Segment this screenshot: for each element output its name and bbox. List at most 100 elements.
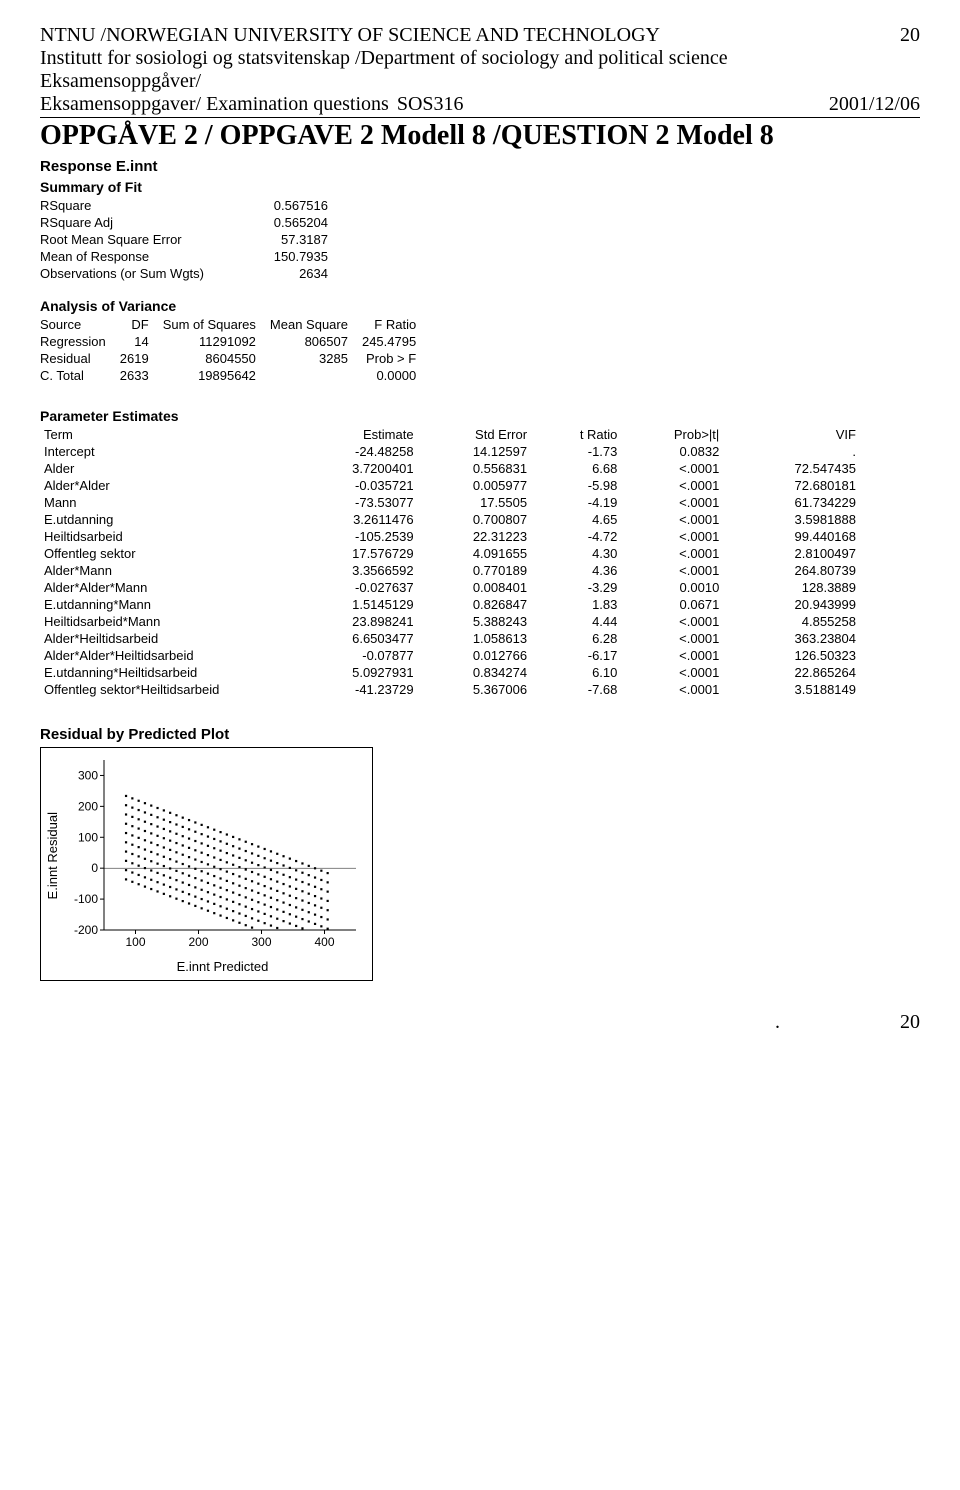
table-row: Offentleg sektor*Heiltidsarbeid-41.23729… (40, 681, 860, 698)
cell: <.0001 (621, 562, 723, 579)
summary-value: 0.567516 (258, 197, 336, 214)
cell: 0.008401 (418, 579, 532, 596)
table-row: Observations (or Sum Wgts)2634 (40, 265, 336, 282)
cell: 72.680181 (723, 477, 860, 494)
cell: 2633 (120, 367, 163, 384)
cell: 1.5145129 (304, 596, 418, 613)
cell: 5.388243 (418, 613, 532, 630)
header-course-code: SOS316 (389, 93, 829, 116)
cell: 2619 (120, 350, 163, 367)
cell: 126.50323 (723, 647, 860, 664)
params-heading: Parameter Estimates (40, 408, 920, 424)
table-row: Intercept-24.4825814.12597-1.730.0832. (40, 443, 860, 460)
summary-label: Root Mean Square Error (40, 231, 258, 248)
cell: 0.0000 (362, 367, 430, 384)
anova-heading: Analysis of Variance (40, 298, 920, 314)
ytick-label: 300 (78, 768, 98, 782)
table-row: Alder*Alder*Mann-0.0276370.008401-3.290.… (40, 579, 860, 596)
cell: Offentleg sektor (40, 545, 304, 562)
cell: Heiltidsarbeid*Mann (40, 613, 304, 630)
cell: 1.058613 (418, 630, 532, 647)
header-date: 2001/12/06 (829, 93, 920, 116)
cell: 72.547435 (723, 460, 860, 477)
cell: -5.98 (531, 477, 621, 494)
cell: -4.19 (531, 494, 621, 511)
table-row: Alder*Alder*Heiltidsarbeid-0.078770.0127… (40, 647, 860, 664)
cell: 0.0010 (621, 579, 723, 596)
cell: 0.826847 (418, 596, 532, 613)
cell: 4.30 (531, 545, 621, 562)
cell: Prob > F (362, 350, 430, 367)
cell: 0.700807 (418, 511, 532, 528)
xtick-label: 200 (188, 935, 208, 949)
cell: Mann (40, 494, 304, 511)
anova-table: SourceDFSum of SquaresMean SquareF Ratio… (40, 316, 430, 384)
cell: <.0001 (621, 613, 723, 630)
column-header: VIF (723, 426, 860, 443)
cell: 14.12597 (418, 443, 532, 460)
cell: 17.5505 (418, 494, 532, 511)
column-header: Sum of Squares (163, 316, 270, 333)
plot-frame: E.innt Residual -200-1000100200300100200… (40, 747, 373, 981)
cell: Alder*Alder*Heiltidsarbeid (40, 647, 304, 664)
summary-label: RSquare Adj (40, 214, 258, 231)
xtick-label: 300 (251, 935, 271, 949)
table-row: E.utdanning*Heiltidsarbeid5.09279310.834… (40, 664, 860, 681)
cell: 20.943999 (723, 596, 860, 613)
ytick-label: 200 (78, 799, 98, 813)
column-header: F Ratio (362, 316, 430, 333)
cell: 22.865264 (723, 664, 860, 681)
cell: 0.012766 (418, 647, 532, 664)
cell: 363.23804 (723, 630, 860, 647)
table-row: Offentleg sektor17.5767294.0916554.30<.0… (40, 545, 860, 562)
table-row: Mean of Response150.7935 (40, 248, 336, 265)
plot-xlabel: E.innt Predicted (83, 959, 362, 974)
cell: -0.07877 (304, 647, 418, 664)
cell: <.0001 (621, 477, 723, 494)
table-row: Heiltidsarbeid-105.253922.31223-4.72<.00… (40, 528, 860, 545)
table-row: Mann-73.5307717.5505-4.19<.000161.734229 (40, 494, 860, 511)
cell: 5.367006 (418, 681, 532, 698)
cell: Offentleg sektor*Heiltidsarbeid (40, 681, 304, 698)
cell: -7.68 (531, 681, 621, 698)
summary-table: RSquare0.567516RSquare Adj0.565204Root M… (40, 197, 336, 282)
table-row: RSquare Adj0.565204 (40, 214, 336, 231)
cell: 3.3566592 (304, 562, 418, 579)
cell: 19895642 (163, 367, 270, 384)
cell: 4.091655 (418, 545, 532, 562)
cell: 4.36 (531, 562, 621, 579)
table-row: Residual261986045503285Prob > F (40, 350, 430, 367)
cell: 264.80739 (723, 562, 860, 579)
cell: 0.556831 (418, 460, 532, 477)
cell: Alder (40, 460, 304, 477)
cell: 8604550 (163, 350, 270, 367)
cell: <.0001 (621, 681, 723, 698)
cell: C. Total (40, 367, 120, 384)
cell: 4.855258 (723, 613, 860, 630)
cell: . (723, 443, 860, 460)
xtick-label: 100 (125, 935, 145, 949)
page-title: OPPGÅVE 2 / OPPGAVE 2 Modell 8 /QUESTION… (40, 120, 920, 152)
table-header-row: TermEstimateStd Errort RatioProb>|t|VIF (40, 426, 860, 443)
cell: 14 (120, 333, 163, 350)
cell: Alder*Heiltidsarbeid (40, 630, 304, 647)
summary-value: 57.3187 (258, 231, 336, 248)
cell: 806507 (270, 333, 362, 350)
residual-plot: -200-1000100200300100200300400 (62, 754, 362, 957)
cell: -0.027637 (304, 579, 418, 596)
cell: <.0001 (621, 511, 723, 528)
cell: <.0001 (621, 545, 723, 562)
cell: 2.8100497 (723, 545, 860, 562)
summary-label: Mean of Response (40, 248, 258, 265)
ytick-label: 0 (91, 861, 98, 875)
cell: 6.6503477 (304, 630, 418, 647)
cell: 6.28 (531, 630, 621, 647)
column-header: t Ratio (531, 426, 621, 443)
table-row: Regression1411291092806507245.4795 (40, 333, 430, 350)
summary-value: 0.565204 (258, 214, 336, 231)
cell: 3.5188149 (723, 681, 860, 698)
cell: 99.440168 (723, 528, 860, 545)
plot-heading: Residual by Predicted Plot (40, 726, 920, 743)
cell: 17.576729 (304, 545, 418, 562)
ytick-label: -200 (74, 923, 98, 937)
